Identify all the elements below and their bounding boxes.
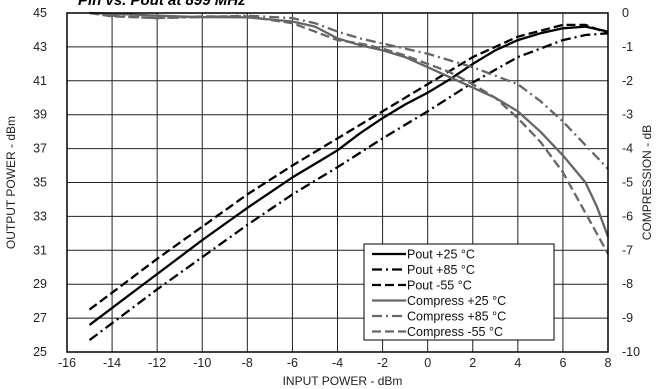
x-tick-label: 4: [514, 356, 521, 370]
y2-tick-label: -8: [622, 277, 633, 291]
series-line-1: [88, 32, 609, 342]
y2-tick-label: -5: [622, 176, 633, 190]
y-tick-label: 39: [33, 108, 47, 122]
legend-label: Compress +25 °C: [407, 294, 506, 308]
x-tick-label: 6: [559, 356, 566, 370]
y2-tick-label: -9: [622, 311, 633, 325]
x-axis-label: INPUT POWER - dBm: [283, 374, 403, 388]
series-line-5: [89, 11, 610, 255]
y-tick-label: 27: [33, 311, 47, 325]
legend-label: Pout +25 °C: [407, 248, 475, 262]
x-tick-label: -6: [287, 356, 298, 370]
x-tick-label: -8: [242, 356, 253, 370]
y-tick-label: 41: [33, 74, 47, 88]
y2-tick-label: -6: [622, 209, 633, 223]
y-tick-label: 45: [33, 6, 47, 20]
y2-tick-label: -1: [622, 40, 633, 54]
x-tick-label: 8: [605, 356, 612, 370]
x-tick-label: -16: [58, 356, 76, 370]
y2-tick-label: -7: [622, 243, 633, 257]
y2-tick-label: -3: [622, 108, 633, 122]
y-tick-label: 37: [33, 142, 47, 156]
x-tick-label: 0: [424, 356, 431, 370]
y-tick-label: 25: [33, 345, 47, 359]
x-tick-label: -10: [193, 356, 211, 370]
legend-box: [363, 243, 555, 341]
legend-label: Compress -55 °C: [407, 325, 503, 339]
x-tick-label: -4: [332, 356, 343, 370]
y-tick-label: 31: [33, 243, 47, 257]
series-line-2: [88, 23, 609, 311]
x-tick-label: -12: [148, 356, 166, 370]
series-line-0: [88, 25, 609, 326]
y2-tick-label: 0: [622, 6, 629, 20]
y2-tick-label: -2: [622, 74, 633, 88]
y-tick-label: 43: [33, 40, 47, 54]
x-tick-label: -14: [103, 356, 121, 370]
legend-label: Compress +85 °C: [407, 310, 506, 324]
legend-label: Pout +85 °C: [407, 263, 475, 277]
y-tick-label: 33: [33, 209, 47, 223]
y-tick-label: 35: [33, 176, 47, 190]
y-axis-label: OUTPUT POWER - dBm: [4, 116, 18, 249]
plot-frame: [66, 12, 609, 353]
y-tick-label: 29: [33, 277, 47, 291]
x-tick-label: 2: [469, 356, 476, 370]
chart-title: Pin vs. Pout at 899 MHz: [78, 0, 246, 9]
x-tick-label: -2: [377, 356, 388, 370]
legend-label: Pout -55 °C: [407, 279, 472, 293]
y2-tick-label: -4: [622, 142, 633, 156]
y2-tick-label: -10: [622, 345, 640, 359]
y2-axis-label: COMPRESSION - dB: [640, 125, 654, 240]
